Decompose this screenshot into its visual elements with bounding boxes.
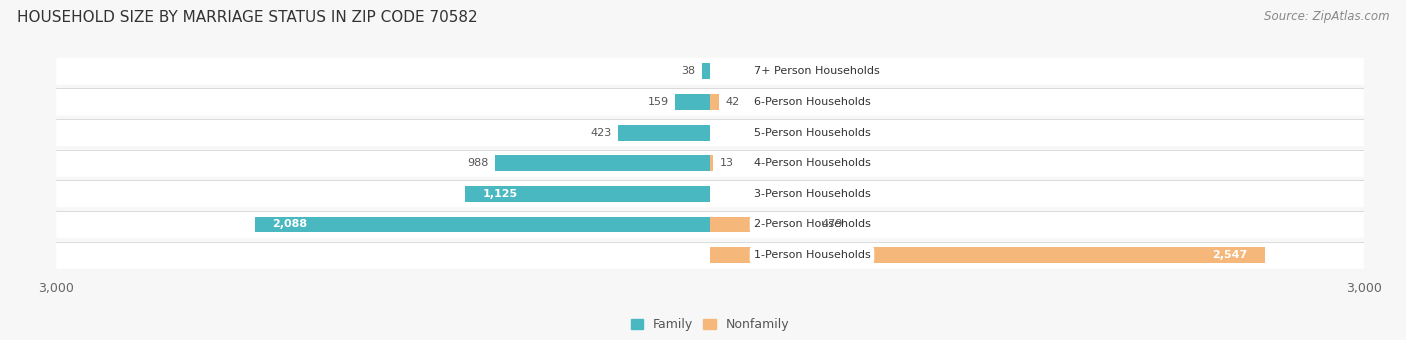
FancyBboxPatch shape — [56, 211, 1364, 238]
Text: 38: 38 — [681, 66, 695, 76]
Text: 2,088: 2,088 — [273, 220, 308, 230]
FancyBboxPatch shape — [56, 88, 1364, 115]
Bar — [702, 63, 710, 79]
Bar — [710, 155, 713, 171]
Bar — [617, 124, 710, 140]
Bar — [710, 247, 1265, 263]
Text: 6-Person Households: 6-Person Households — [754, 97, 870, 107]
FancyBboxPatch shape — [56, 180, 1364, 207]
Text: 7+ Person Households: 7+ Person Households — [754, 66, 879, 76]
Text: 1-Person Households: 1-Person Households — [754, 250, 870, 260]
Text: 479: 479 — [821, 220, 842, 230]
Text: 5-Person Households: 5-Person Households — [754, 128, 870, 138]
Text: 13: 13 — [720, 158, 734, 168]
Bar — [710, 217, 814, 233]
Text: 2-Person Households: 2-Person Households — [754, 220, 870, 230]
Bar — [675, 94, 710, 110]
Text: 4-Person Households: 4-Person Households — [754, 158, 870, 168]
FancyBboxPatch shape — [56, 119, 1364, 146]
Text: 423: 423 — [591, 128, 612, 138]
Text: Source: ZipAtlas.com: Source: ZipAtlas.com — [1264, 10, 1389, 23]
FancyBboxPatch shape — [56, 242, 1364, 269]
Text: 2,547: 2,547 — [1212, 250, 1247, 260]
Bar — [710, 94, 720, 110]
FancyBboxPatch shape — [56, 58, 1364, 85]
Text: 1,125: 1,125 — [482, 189, 517, 199]
FancyBboxPatch shape — [56, 150, 1364, 177]
Legend: Family, Nonfamily: Family, Nonfamily — [631, 318, 789, 331]
Text: 42: 42 — [725, 97, 740, 107]
Bar — [254, 217, 710, 233]
Bar — [465, 186, 710, 202]
Text: 988: 988 — [467, 158, 488, 168]
Text: HOUSEHOLD SIZE BY MARRIAGE STATUS IN ZIP CODE 70582: HOUSEHOLD SIZE BY MARRIAGE STATUS IN ZIP… — [17, 10, 478, 25]
Text: 3-Person Households: 3-Person Households — [754, 189, 870, 199]
Bar — [495, 155, 710, 171]
Text: 159: 159 — [648, 97, 669, 107]
